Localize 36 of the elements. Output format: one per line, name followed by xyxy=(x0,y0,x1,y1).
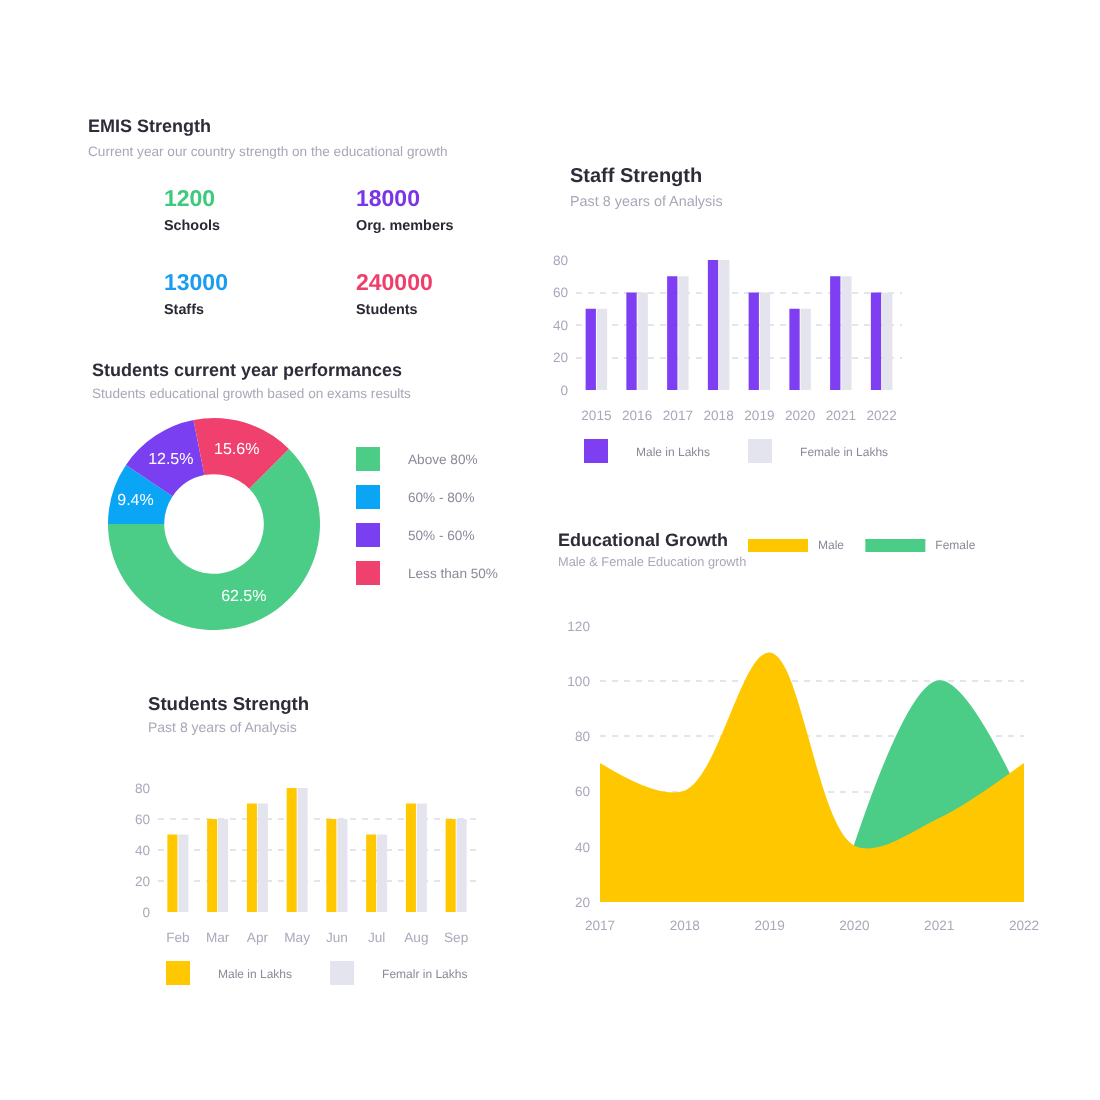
bar xyxy=(445,819,456,912)
bar xyxy=(800,308,811,390)
chart-title: Students current year performances xyxy=(92,360,403,380)
bar xyxy=(297,788,308,912)
bar xyxy=(366,834,377,912)
bar xyxy=(405,803,416,912)
data-label: 62.5% xyxy=(221,586,267,605)
bar xyxy=(286,788,297,912)
donut-slice xyxy=(125,420,205,497)
bar xyxy=(789,308,800,390)
data-label: 18000 xyxy=(356,188,420,212)
bar xyxy=(178,834,189,912)
bar xyxy=(167,834,178,912)
data-label: 1200 xyxy=(164,188,216,212)
text: EMIS Strength xyxy=(88,116,212,136)
chart-title: Staff Strength xyxy=(570,166,703,188)
data-label: 15.6% xyxy=(213,440,260,459)
data-label: 12.5% xyxy=(148,450,194,469)
bar xyxy=(748,292,759,390)
bar xyxy=(830,276,841,390)
chart-title: Educational Growth xyxy=(558,530,729,550)
donut-slice xyxy=(108,464,173,524)
bar xyxy=(326,819,337,912)
bar xyxy=(207,819,218,912)
bar xyxy=(596,308,608,390)
bar xyxy=(585,308,596,390)
data-label: 13000 xyxy=(164,272,228,296)
data-label: 9.4% xyxy=(117,491,154,510)
chart-title: Students Strength xyxy=(148,694,310,714)
bar xyxy=(626,292,637,390)
data-label: 240000 xyxy=(356,272,433,296)
bar xyxy=(707,260,719,390)
donut-slice xyxy=(193,418,289,489)
bar xyxy=(870,292,882,390)
bar xyxy=(246,803,257,912)
bar xyxy=(667,276,678,390)
